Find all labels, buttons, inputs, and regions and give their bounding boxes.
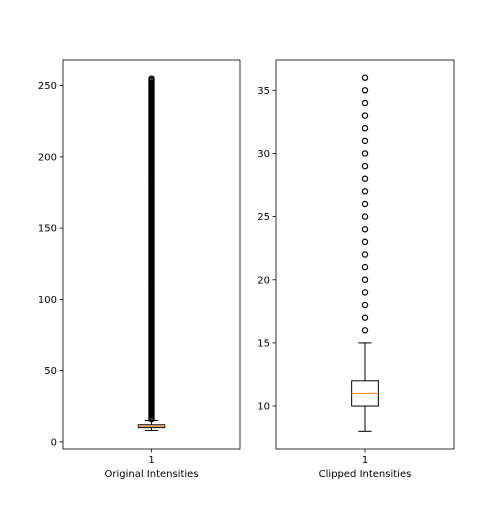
x-axis-label: Original Intensities: [104, 469, 198, 480]
outlier-point: [361, 226, 369, 233]
y-tick-label: 50: [44, 366, 57, 377]
outlier-point: [361, 87, 369, 94]
y-tick-label: 35: [257, 86, 270, 97]
y-tick-label: 25: [257, 212, 270, 223]
outlier-point: [148, 75, 155, 82]
y-tick-label: 100: [38, 295, 57, 306]
outlier-point: [361, 162, 369, 170]
outlier-point: [361, 200, 369, 208]
x-tick-label: 1: [362, 455, 368, 466]
outlier-point: [361, 137, 369, 145]
subplot-2: 10 15 20 25 30 35 1 Clipped Intensities: [257, 59, 455, 480]
outlier-point: [361, 175, 369, 182]
outlier-point: [361, 213, 369, 220]
x-tick-label: 1: [148, 455, 154, 466]
y-tick-label: 10: [257, 402, 270, 413]
y-tick-label: 20: [257, 275, 270, 286]
outlier-point: [361, 188, 369, 195]
y-tick-label: 200: [38, 152, 57, 163]
x-axis-label: Clipped Intensities: [319, 469, 412, 480]
outlier-point: [361, 125, 369, 132]
outlier-point: [361, 289, 369, 296]
outlier-point: [361, 301, 369, 309]
y-tick-label: 30: [257, 149, 270, 160]
subplot-1: 0 50 100 150 200 250 1 Original Intensities: [38, 59, 241, 480]
outlier-point: [361, 112, 369, 119]
y-tick-label: 15: [257, 338, 270, 349]
outlier-point: [361, 251, 369, 258]
outlier-point: [361, 150, 369, 157]
y-tick-label: 150: [38, 224, 57, 235]
axes-frame: [275, 59, 455, 450]
outlier-point: [361, 327, 369, 334]
outlier-point: [361, 238, 369, 246]
outlier-point: [361, 99, 369, 107]
y-tick-label: 0: [51, 437, 57, 448]
outlier-point: [361, 276, 369, 283]
outlier-point: [361, 263, 369, 271]
outlier-point: [361, 74, 369, 81]
outlier-point: [361, 314, 369, 321]
axes-frame: [62, 59, 241, 450]
y-tick-label: 250: [38, 81, 57, 92]
